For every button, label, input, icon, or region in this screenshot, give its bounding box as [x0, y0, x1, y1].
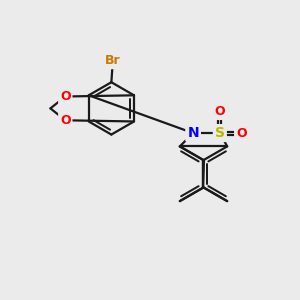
- Text: O: O: [214, 105, 225, 118]
- Text: O: O: [236, 127, 247, 140]
- Text: O: O: [60, 90, 70, 103]
- Text: N: N: [187, 126, 199, 140]
- Text: Br: Br: [105, 54, 121, 67]
- Text: O: O: [60, 114, 70, 127]
- Text: S: S: [215, 126, 225, 140]
